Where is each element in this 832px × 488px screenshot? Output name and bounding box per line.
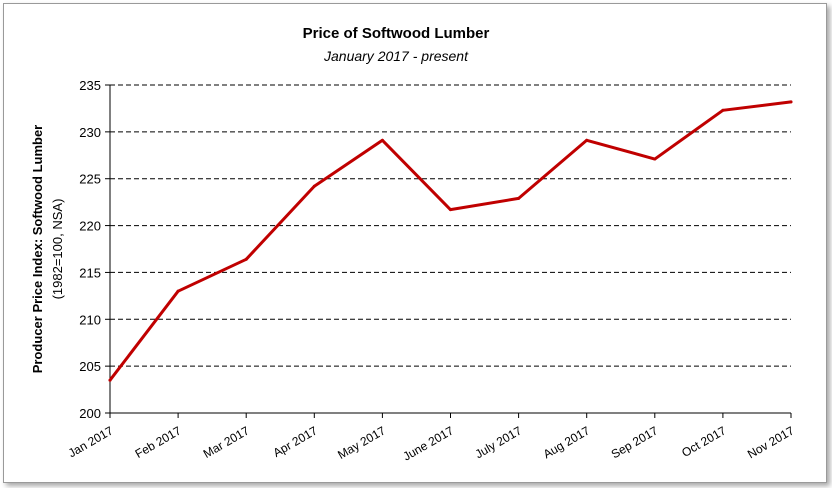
y-tick-label: 200 xyxy=(79,406,101,421)
x-tick-label: Apr 2017 xyxy=(271,423,320,460)
y-axis-label-note: (1982=100, NSA) xyxy=(50,199,65,300)
data-point xyxy=(176,289,180,293)
chart-subtitle: January 2017 - present xyxy=(323,48,469,64)
y-tick-label: 225 xyxy=(79,172,101,187)
data-point xyxy=(380,138,384,142)
x-tick-label: June 2017 xyxy=(400,423,456,463)
x-tick-label: Mar 2017 xyxy=(201,423,252,461)
chart-frame xyxy=(3,3,827,483)
x-tick-label: July 2017 xyxy=(473,423,525,461)
data-point xyxy=(789,100,793,104)
data-point xyxy=(108,378,112,382)
data-point xyxy=(585,138,589,142)
data-point xyxy=(653,157,657,161)
x-tick-label: Sep 2017 xyxy=(609,423,661,461)
x-tick-label: Aug 2017 xyxy=(541,423,593,461)
y-tick-labels: 200 205 210 215 220 225 230 235 xyxy=(79,78,101,421)
y-axis-label: Producer Price Index: Softwood Lumber xyxy=(30,125,45,373)
gridlines xyxy=(110,84,791,367)
y-tick-label: 210 xyxy=(79,312,101,327)
axes xyxy=(105,84,792,418)
x-tick-label: Oct 2017 xyxy=(679,423,728,460)
data-point xyxy=(721,108,725,112)
x-tick-label: May 2017 xyxy=(335,423,388,462)
x-tick-labels: Jan 2017 Feb 2017 Mar 2017 Apr 2017 May 2017… xyxy=(66,423,797,463)
x-tick-label: Jan 2017 xyxy=(66,423,116,460)
y-tick-label: 235 xyxy=(79,78,101,93)
data-point xyxy=(517,196,521,200)
y-tick-label: 230 xyxy=(79,125,101,140)
data-point xyxy=(449,208,452,212)
x-tick-label: Feb 2017 xyxy=(133,423,184,461)
y-tick-label: 220 xyxy=(79,219,101,234)
x-tick-label: Nov 2017 xyxy=(745,423,797,461)
y-tick-label: 215 xyxy=(79,265,101,280)
data-point xyxy=(244,257,248,261)
series-group xyxy=(108,100,793,382)
data-point xyxy=(312,184,316,188)
chart-title: Price of Softwood Lumber xyxy=(303,25,490,42)
series-line xyxy=(108,100,793,382)
y-tick-label: 205 xyxy=(79,359,101,374)
